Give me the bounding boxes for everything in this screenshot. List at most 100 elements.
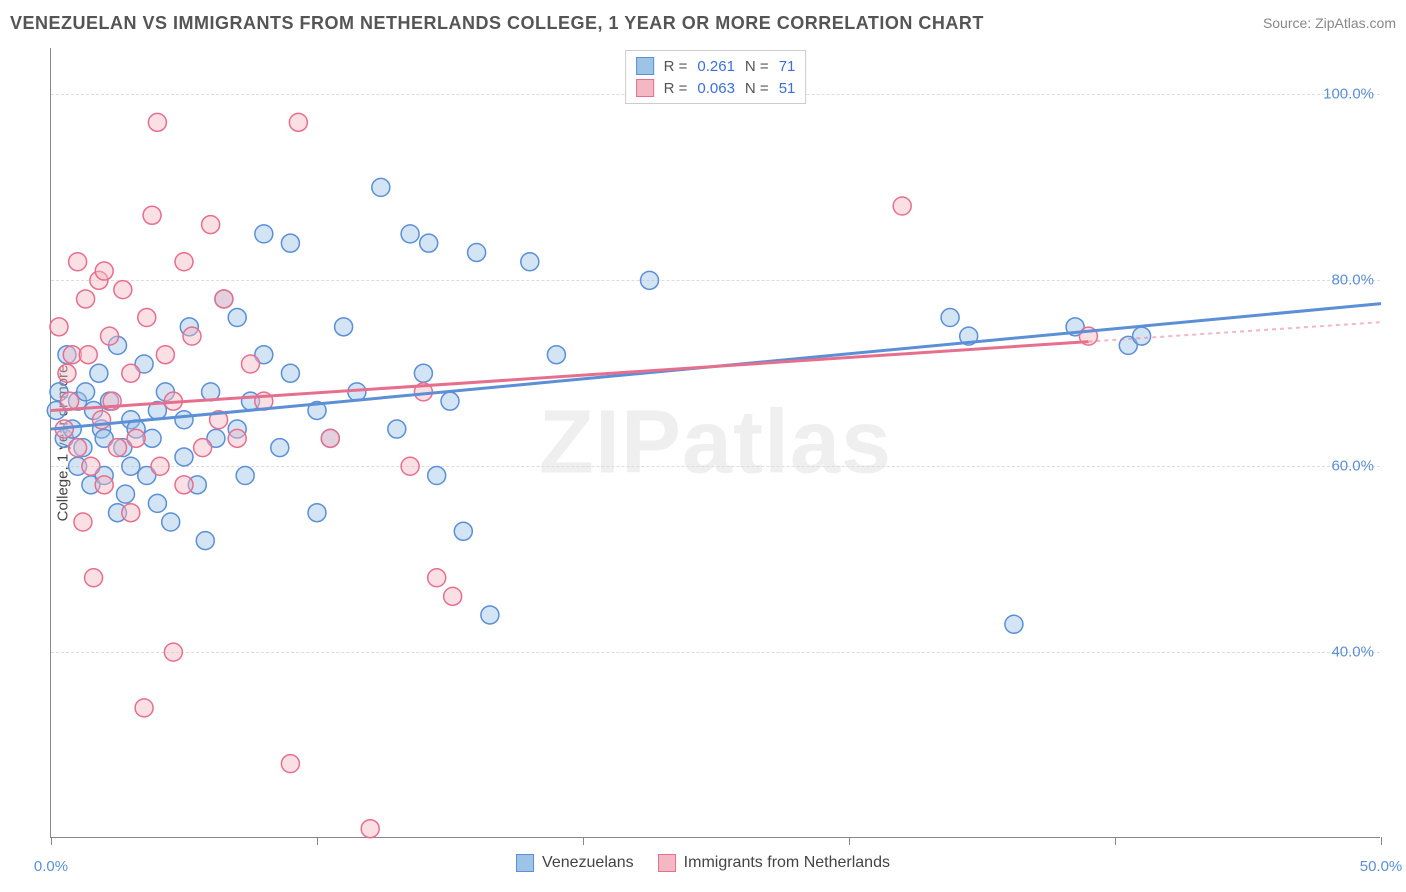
x-tick <box>849 837 850 845</box>
data-point <box>242 355 260 373</box>
plot-area: College, 1 year or more ZIPatlas 40.0%60… <box>50 48 1380 838</box>
data-point <box>196 532 214 550</box>
data-point <box>1133 327 1151 345</box>
data-point <box>101 327 119 345</box>
legend-series: Venezuelans Immigrants from Netherlands <box>516 854 890 872</box>
data-point <box>420 234 438 252</box>
x-tick-label: 50.0% <box>1360 858 1403 875</box>
legend-swatch-icon <box>636 57 654 75</box>
trend-line <box>51 342 1088 411</box>
data-point <box>414 364 432 382</box>
legend-item: Immigrants from Netherlands <box>658 854 890 872</box>
data-point <box>82 457 100 475</box>
legend-row: R = 0.261 N = 71 <box>636 55 796 77</box>
legend-item-label: Venezuelans <box>542 854 634 872</box>
data-point <box>175 253 193 271</box>
data-point <box>388 420 406 438</box>
legend-r-label: R = <box>664 58 688 75</box>
x-tick <box>583 837 584 845</box>
data-point <box>444 587 462 605</box>
data-point <box>90 364 108 382</box>
data-point <box>143 206 161 224</box>
data-point <box>122 364 140 382</box>
data-point <box>321 429 339 447</box>
data-point <box>116 485 134 503</box>
data-point <box>194 439 212 457</box>
data-point <box>521 253 539 271</box>
legend-n-label: N = <box>745 80 769 97</box>
legend-r-label: R = <box>664 80 688 97</box>
data-point <box>156 346 174 364</box>
data-point <box>162 513 180 531</box>
data-point <box>308 504 326 522</box>
scatter-svg <box>51 48 1380 837</box>
data-point <box>77 383 95 401</box>
data-point <box>109 439 127 457</box>
data-point <box>69 253 87 271</box>
data-point <box>271 439 289 457</box>
chart-title: VENEZUELAN VS IMMIGRANTS FROM NETHERLAND… <box>10 13 984 34</box>
data-point <box>281 234 299 252</box>
data-point <box>58 364 76 382</box>
data-point <box>215 290 233 308</box>
data-point <box>281 755 299 773</box>
data-point <box>77 290 95 308</box>
data-point <box>95 262 113 280</box>
data-point <box>228 309 246 327</box>
legend-r-value: 0.063 <box>697 80 735 97</box>
data-point <box>122 504 140 522</box>
data-point <box>228 429 246 447</box>
data-point <box>468 243 486 261</box>
data-point <box>148 494 166 512</box>
data-point <box>69 439 87 457</box>
data-point <box>361 820 379 838</box>
x-tick <box>1381 837 1382 845</box>
source-label: Source: ZipAtlas.com <box>1263 15 1396 31</box>
legend-item-label: Immigrants from Netherlands <box>684 854 890 872</box>
data-point <box>175 448 193 466</box>
data-point <box>428 467 446 485</box>
data-point <box>1005 615 1023 633</box>
legend-n-value: 71 <box>779 58 796 75</box>
data-point <box>401 457 419 475</box>
data-point <box>281 364 299 382</box>
legend-swatch-icon <box>516 854 534 872</box>
data-point <box>175 411 193 429</box>
data-point <box>85 569 103 587</box>
legend-n-value: 51 <box>779 80 796 97</box>
data-point <box>175 476 193 494</box>
data-point <box>135 699 153 717</box>
x-tick <box>51 837 52 845</box>
data-point <box>941 309 959 327</box>
x-tick-label: 0.0% <box>34 858 68 875</box>
x-tick <box>1115 837 1116 845</box>
data-point <box>74 513 92 531</box>
data-point <box>428 569 446 587</box>
data-point <box>79 346 97 364</box>
data-point <box>401 225 419 243</box>
data-point <box>289 113 307 131</box>
legend-correlation: R = 0.261 N = 71 R = 0.063 N = 51 <box>625 50 807 104</box>
data-point <box>335 318 353 336</box>
data-point <box>454 522 472 540</box>
legend-swatch-icon <box>658 854 676 872</box>
data-point <box>127 429 145 447</box>
trend-line-extrapolated <box>1088 322 1381 341</box>
data-point <box>481 606 499 624</box>
data-point <box>114 281 132 299</box>
data-point <box>183 327 201 345</box>
data-point <box>255 225 273 243</box>
data-point <box>547 346 565 364</box>
data-point <box>893 197 911 215</box>
legend-r-value: 0.261 <box>697 58 735 75</box>
data-point <box>236 467 254 485</box>
data-point <box>148 113 166 131</box>
data-point <box>122 457 140 475</box>
legend-item: Venezuelans <box>516 854 634 872</box>
data-point <box>202 216 220 234</box>
data-point <box>50 318 68 336</box>
legend-n-label: N = <box>745 58 769 75</box>
data-point <box>441 392 459 410</box>
data-point <box>164 643 182 661</box>
data-point <box>641 271 659 289</box>
